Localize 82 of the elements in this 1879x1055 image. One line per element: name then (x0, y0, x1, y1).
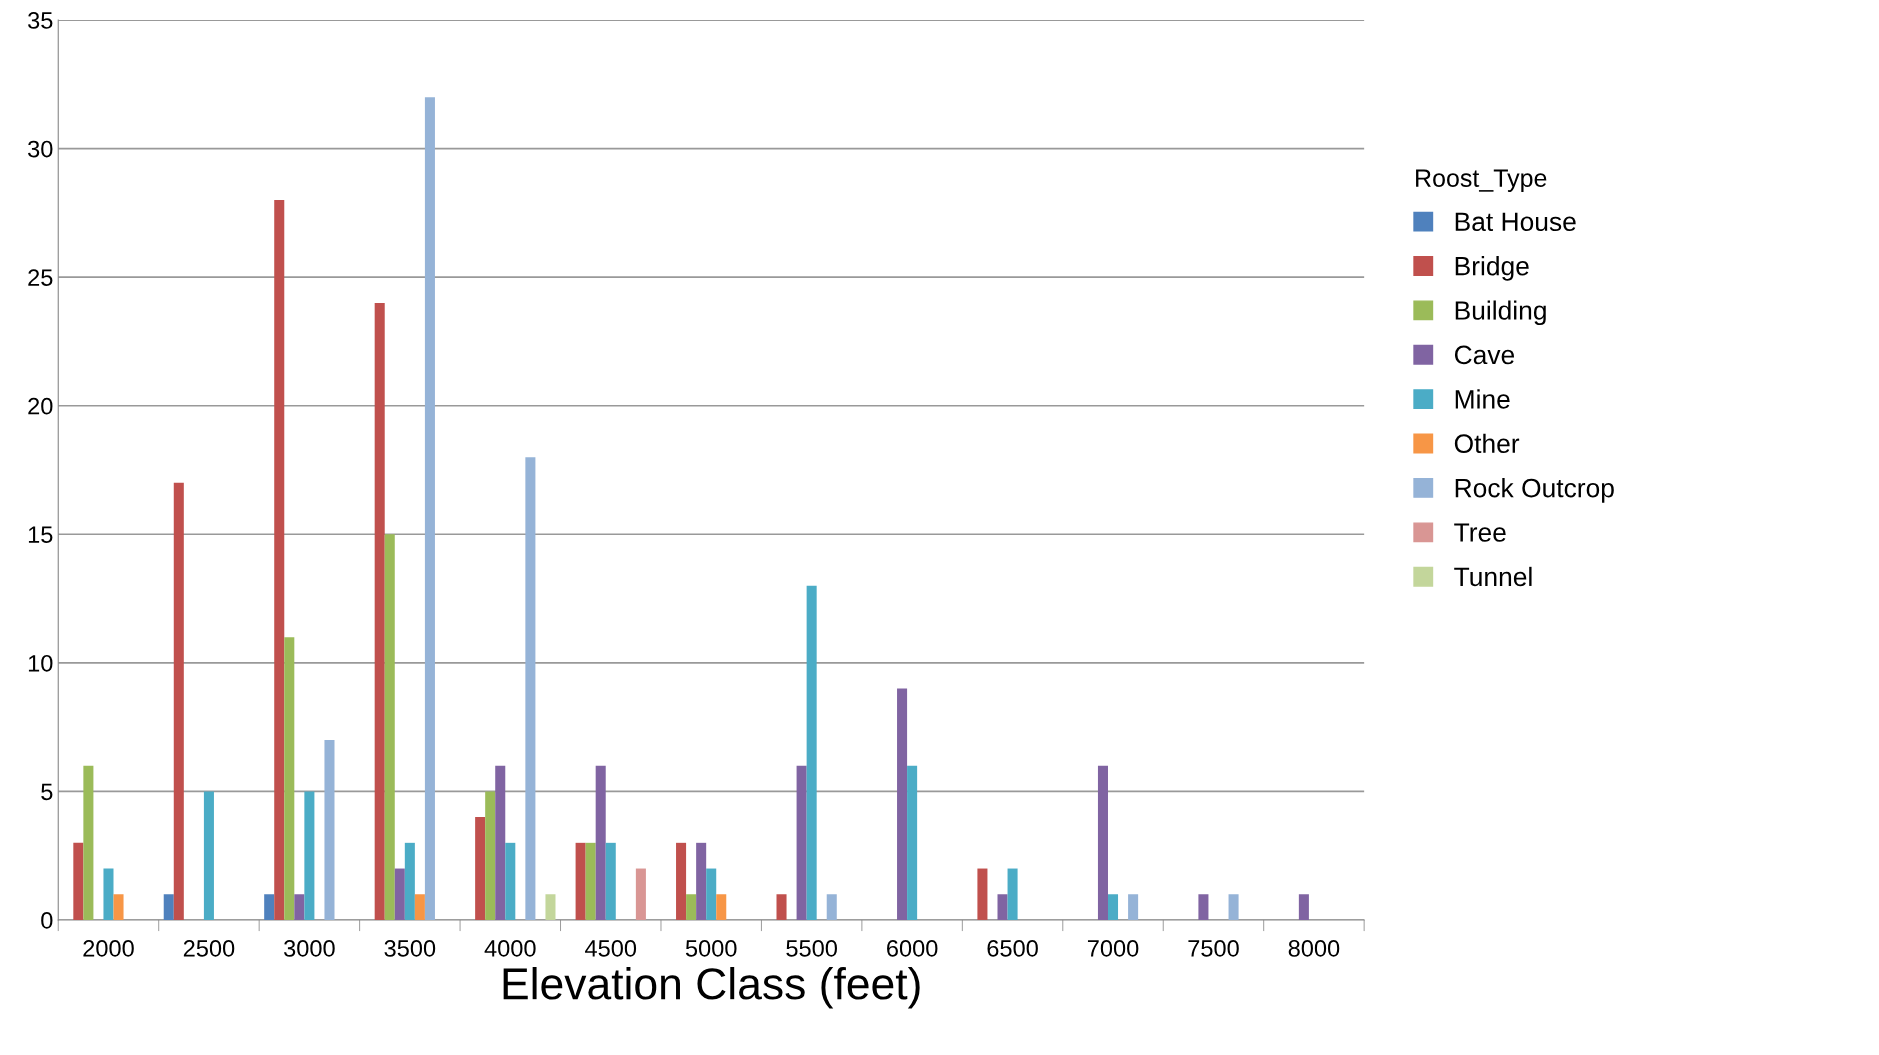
bar (505, 842, 516, 920)
bar (495, 765, 506, 920)
legend-label: Rock Outcrop (1455, 478, 1614, 503)
bar (394, 868, 405, 920)
x-tick-label: 4500 (585, 940, 637, 957)
bar (796, 765, 807, 920)
bar (324, 739, 335, 920)
bar (424, 97, 435, 920)
legend-label: Tunnel (1454, 566, 1532, 587)
bar (475, 817, 486, 920)
x-axis-title: Elevation Class (feet) (503, 966, 920, 1009)
bar (997, 894, 1008, 920)
y-tick-label: 25 (28, 269, 53, 286)
bar (595, 765, 606, 920)
x-tick-label: 6500 (987, 940, 1038, 957)
bar (374, 302, 385, 920)
bar (575, 842, 586, 920)
legend-label: Building (1455, 300, 1546, 326)
bar (826, 894, 837, 920)
bar (716, 894, 727, 920)
x-tick-label: 5000 (685, 940, 737, 957)
bar (977, 868, 988, 920)
legend-label: Bridge (1455, 256, 1529, 281)
x-tick-label: 2500 (183, 940, 235, 957)
bar (304, 791, 315, 920)
bar (485, 791, 496, 920)
y-tick-label: 35 (28, 12, 53, 29)
bar (1198, 894, 1209, 920)
legend-title: Roost_Type (1416, 169, 1547, 192)
y-tick-label: 20 (28, 397, 53, 415)
bar (706, 868, 717, 920)
x-tick-label: 8000 (1288, 940, 1340, 957)
x-tick-label: 7000 (1087, 940, 1139, 957)
legend-label: Bat House (1455, 212, 1576, 232)
bar (294, 894, 305, 920)
y-tick-label: 5 (41, 783, 53, 801)
bar (404, 842, 415, 920)
bar (113, 894, 124, 920)
bar (384, 534, 395, 920)
legend-label: Mine (1455, 389, 1510, 409)
bar (414, 894, 425, 920)
bar (1007, 868, 1018, 920)
bar (545, 894, 556, 920)
bar (1108, 894, 1119, 920)
y-tick-label: 15 (28, 526, 53, 544)
bar (585, 842, 596, 920)
bar (676, 842, 687, 920)
bar (274, 200, 285, 920)
legend-label: Cave (1454, 345, 1515, 365)
legend-label: Tree (1454, 523, 1506, 542)
bar (806, 585, 817, 920)
bar (605, 842, 616, 920)
y-tick-label: 10 (28, 654, 53, 672)
x-tick-label: 4000 (484, 940, 536, 957)
bar (1298, 894, 1309, 920)
bar (203, 791, 214, 920)
bar (284, 637, 295, 920)
bar (163, 894, 174, 920)
bar (907, 765, 918, 920)
bar (525, 457, 536, 920)
bar (686, 894, 697, 920)
y-tick-label: 0 (41, 912, 53, 929)
bar (173, 482, 184, 920)
x-tick-label: 3000 (284, 940, 335, 957)
legend-label: Other (1454, 433, 1520, 454)
x-tick-label: 3500 (384, 940, 436, 957)
bar (103, 868, 114, 920)
bar (264, 894, 275, 920)
x-tick-label: 5500 (786, 940, 837, 957)
bar (73, 842, 84, 920)
x-tick-label: 6000 (887, 940, 938, 957)
y-tick-label: 30 (28, 140, 53, 158)
bar (776, 894, 787, 920)
bar (897, 688, 908, 920)
bar (696, 842, 707, 920)
bar (1097, 765, 1108, 920)
bar (1228, 894, 1239, 920)
bar (83, 765, 94, 920)
bar (1128, 894, 1139, 920)
x-tick-label: 7500 (1188, 940, 1239, 957)
bar (635, 868, 646, 920)
x-tick-label: 2000 (83, 940, 134, 957)
